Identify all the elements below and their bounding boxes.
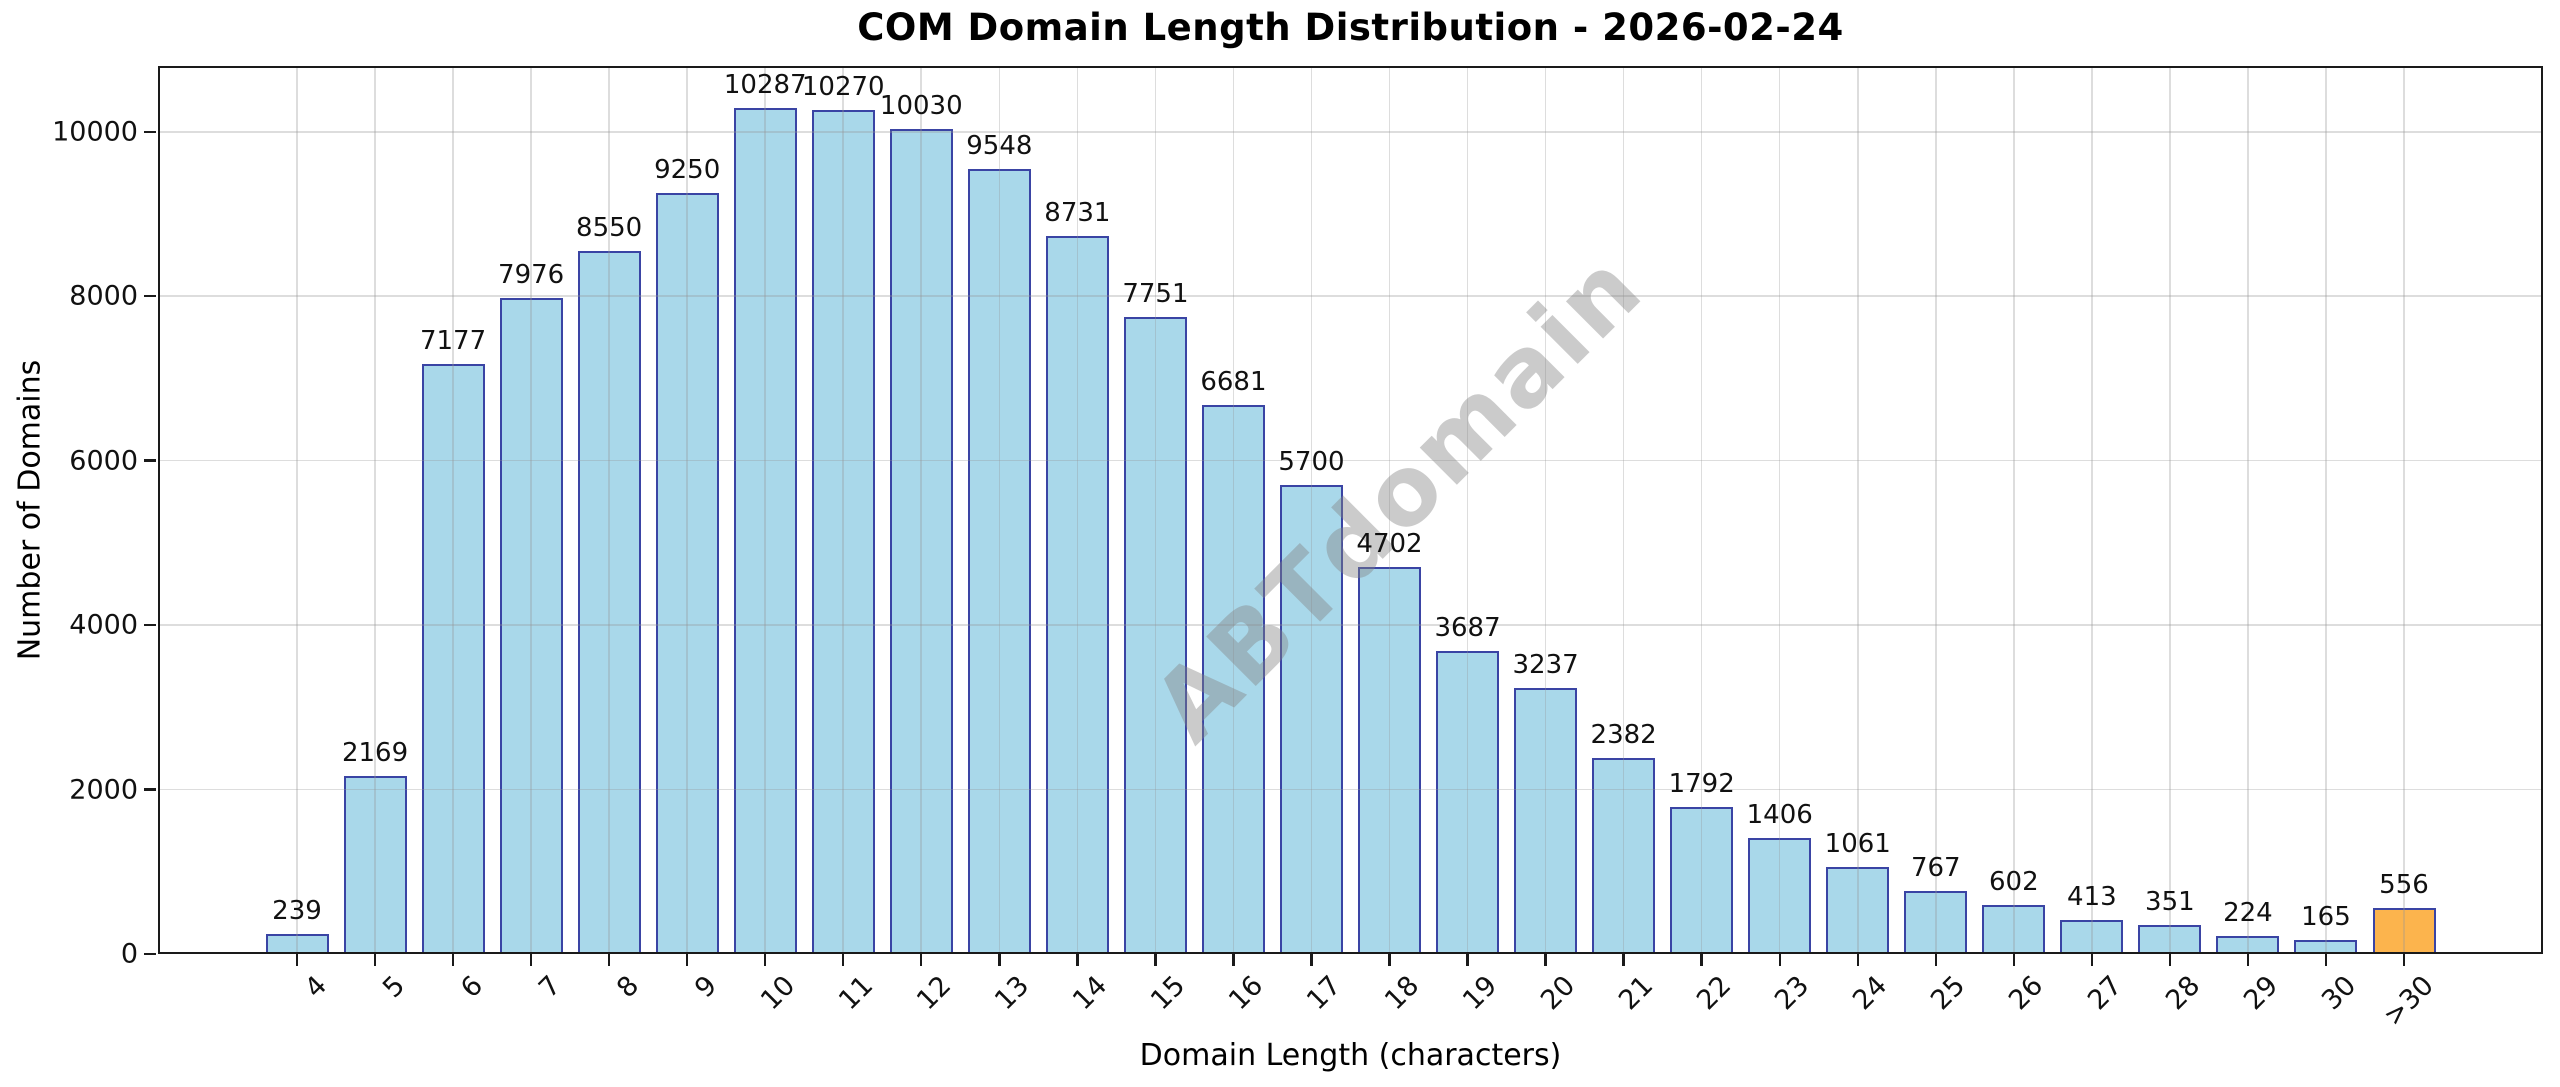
x-tick-label: >30 <box>2377 970 2440 1033</box>
bar <box>889 129 953 954</box>
x-tick-label: 17 <box>1301 970 1348 1017</box>
x-tick-mark <box>529 954 533 966</box>
x-tick-label: 13 <box>989 970 1036 1017</box>
bar <box>1826 866 1890 954</box>
x-tick-mark <box>685 954 689 966</box>
y-tick-mark <box>144 623 156 627</box>
bar <box>1279 485 1343 954</box>
y-tick-label: 6000 <box>69 445 138 477</box>
x-tick-label: 25 <box>1925 970 1972 1017</box>
y-tick-label: 2000 <box>69 774 138 806</box>
x-tick-mark <box>764 954 767 966</box>
y-axis-title: Number of Domains <box>12 359 48 661</box>
bar <box>655 193 719 954</box>
x-tick-label: 22 <box>1691 970 1738 1017</box>
x-tick-label: 10 <box>754 970 802 1017</box>
axis-ticks-layer: 0 2000 4000 6000 8000 10000 4 5 6 7 8 9 10 11 12 13 14 15… <box>52 66 2543 1032</box>
y-tick-label: 4000 <box>69 609 138 641</box>
x-tick-mark <box>1310 954 1313 966</box>
bar <box>1748 838 1812 954</box>
x-tick-mark <box>1154 954 1157 966</box>
x-tick-label: 23 <box>1769 970 1816 1017</box>
bar <box>499 298 563 954</box>
x-tick-label: 26 <box>2003 970 2050 1017</box>
x-tick-mark <box>842 954 845 966</box>
bar <box>811 109 875 954</box>
x-tick-mark <box>1544 954 1547 966</box>
x-tick-label: 27 <box>2081 970 2128 1017</box>
bar <box>1358 567 1422 954</box>
y-tick-mark <box>144 459 156 462</box>
x-tick-mark <box>295 954 299 966</box>
y-tick-mark <box>144 130 156 133</box>
x-tick-mark <box>1700 954 1703 966</box>
x-tick-mark <box>1622 954 1625 966</box>
x-tick-mark <box>2324 954 2328 966</box>
bar <box>967 168 1031 954</box>
x-tick-mark <box>920 954 923 966</box>
x-tick-label: 14 <box>1067 970 1114 1017</box>
x-tick-label: 4 <box>298 970 333 1005</box>
bar <box>2372 908 2436 954</box>
x-tick-label: 15 <box>1145 970 1192 1017</box>
x-tick-label: 18 <box>1379 970 1426 1017</box>
x-tick-label: 28 <box>2159 970 2206 1017</box>
plot-area: ABTdomain 239 2169 7177 7976 8550 9250 10287 10… <box>13 66 2543 1073</box>
chart-title: COM Domain Length Distribution - 2026-02… <box>857 6 1844 49</box>
bar <box>1045 236 1109 954</box>
y-tick-label: 0 <box>120 938 138 970</box>
x-tick-mark <box>1778 954 1781 966</box>
x-tick-mark <box>2012 954 2015 966</box>
x-tick-label: 16 <box>1223 970 1270 1017</box>
x-tick-mark <box>1466 954 1469 966</box>
x-tick-label: 6 <box>454 970 489 1005</box>
x-tick-label: 29 <box>2237 970 2284 1017</box>
y-tick-mark <box>144 295 156 298</box>
x-tick-label: 24 <box>1847 970 1894 1017</box>
x-tick-mark <box>1856 954 1859 966</box>
x-tick-mark <box>998 954 1001 966</box>
bar <box>577 251 641 954</box>
x-tick-label: 11 <box>832 970 880 1017</box>
x-tick-label: 5 <box>376 970 411 1005</box>
x-axis-title: Domain Length (characters) <box>1139 1038 1562 1073</box>
bar <box>733 108 797 954</box>
x-tick-mark <box>2090 954 2094 966</box>
x-tick-label: 12 <box>911 970 958 1017</box>
bar <box>1670 806 1734 954</box>
x-tick-mark <box>607 954 611 966</box>
bar <box>1123 316 1187 954</box>
x-tick-label: 8 <box>611 970 646 1005</box>
x-tick-mark <box>2246 954 2250 966</box>
bar <box>1592 758 1656 954</box>
x-tick-label: 20 <box>1535 970 1582 1017</box>
x-tick-mark <box>1232 954 1235 966</box>
x-tick-label: 19 <box>1457 970 1504 1017</box>
y-tick-mark <box>144 952 156 956</box>
y-tick-label: 10000 <box>52 116 138 148</box>
x-tick-mark <box>451 954 455 966</box>
x-tick-label: 30 <box>2315 970 2362 1017</box>
bar <box>1514 687 1578 954</box>
x-tick-mark <box>2168 954 2172 966</box>
y-tick-label: 8000 <box>69 280 138 312</box>
x-tick-mark <box>373 954 377 966</box>
bar <box>343 775 407 954</box>
bar <box>1436 650 1500 954</box>
x-tick-mark <box>1388 954 1391 966</box>
x-tick-mark <box>2402 954 2406 966</box>
x-tick-label: 9 <box>689 970 724 1005</box>
bars-layer <box>158 66 2543 954</box>
x-tick-label: 7 <box>532 970 568 1005</box>
x-tick-label: 21 <box>1613 970 1660 1017</box>
bar <box>1201 404 1265 954</box>
x-tick-mark <box>1934 954 1937 966</box>
y-tick-mark <box>144 788 156 791</box>
x-tick-mark <box>1076 954 1079 966</box>
